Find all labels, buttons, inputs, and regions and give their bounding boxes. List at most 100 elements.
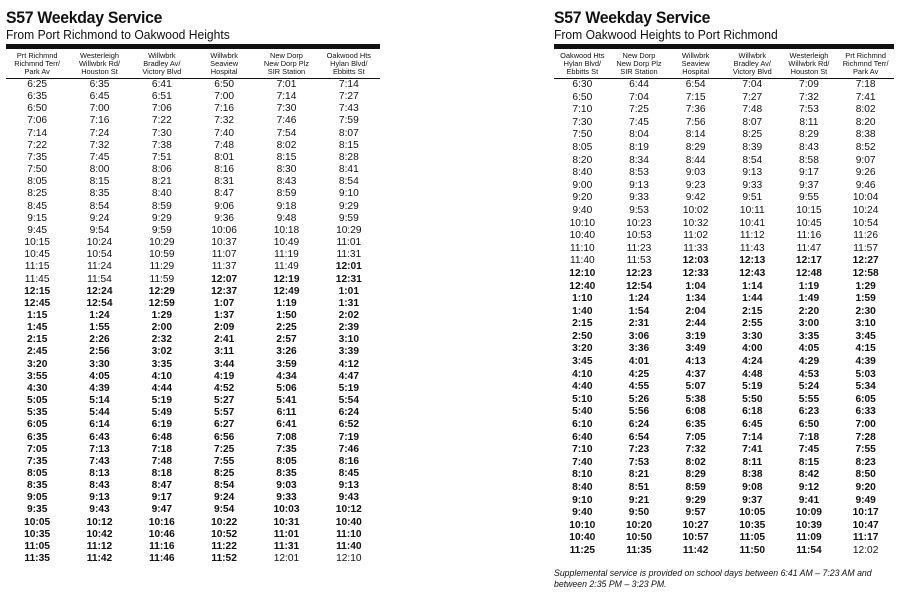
time-cell: 2:09 xyxy=(213,322,235,334)
time-cell: 12:15 xyxy=(24,285,51,297)
time-cell: 5:19 xyxy=(742,381,763,393)
time-cell: 4:34 xyxy=(276,370,297,382)
table-row: 10:05 10:12 10:16 10:22 10:31 10:40 xyxy=(6,517,380,529)
time-cell: 8:02 xyxy=(855,104,876,116)
time-cell: 8:50 xyxy=(855,469,876,481)
table-row: 11:15 11:24 11:29 11:37 11:49 12:01 xyxy=(6,261,380,273)
time-cell: 10:46 xyxy=(148,528,175,540)
time-cell: 8:25 xyxy=(742,129,763,141)
table-row: 6:40 6:54 7:05 7:14 7:18 7:28 xyxy=(554,432,894,445)
time-cell: 12:37 xyxy=(211,285,238,297)
time-cell: 4:24 xyxy=(742,356,763,368)
time-cell: 9:05 xyxy=(26,492,48,504)
time-cell: 5:40 xyxy=(572,406,593,418)
time-cell: 9:35 xyxy=(26,504,48,516)
time-cell: 7:05 xyxy=(685,431,706,443)
time-cell: 5:14 xyxy=(89,395,110,407)
time-cell: 8:07 xyxy=(742,116,763,128)
time-cell: 8:20 xyxy=(572,154,593,166)
time-cell: 10:18 xyxy=(273,224,300,236)
time-cell: 8:16 xyxy=(214,164,235,176)
time-cell: 2:45 xyxy=(26,346,48,358)
table-row: 2:15 2:26 2:32 2:41 2:57 3:10 xyxy=(6,334,380,346)
time-cell: 2:25 xyxy=(276,322,297,334)
time-cell: 7:36 xyxy=(685,104,706,116)
time-cell: 2:20 xyxy=(798,305,820,317)
time-cell: 8:31 xyxy=(214,176,235,188)
time-cell: 10:02 xyxy=(682,204,709,216)
table-row: 11:35 11:42 11:46 11:52 12:01 12:10 xyxy=(6,553,380,565)
time-cell: 11:25 xyxy=(569,544,596,556)
table-row: 12:10 12:23 12:33 12:43 12:48 12:58 xyxy=(554,268,894,281)
time-cell: 11:57 xyxy=(853,242,879,254)
time-cell: 7:00 xyxy=(214,91,235,103)
time-cell: 9:06 xyxy=(214,200,235,212)
time-cell: 3:20 xyxy=(572,343,593,355)
time-cell: 11:40 xyxy=(336,540,362,552)
time-cell: 7:30 xyxy=(276,103,297,115)
time-cell: 7:38 xyxy=(151,139,172,151)
time-cell: 4:52 xyxy=(213,382,235,394)
time-cell: 8:59 xyxy=(685,482,706,493)
column-header: New Dorp New Dorp Plz SIR Station xyxy=(255,49,318,79)
time-cell: 1:49 xyxy=(798,293,820,305)
time-cell: 11:37 xyxy=(211,261,237,273)
time-cell: 2:15 xyxy=(572,318,593,330)
time-cell: 3:36 xyxy=(628,343,650,355)
time-cell: 5:19 xyxy=(338,382,360,394)
time-cell: 3:10 xyxy=(855,318,876,330)
time-cell: 8:25 xyxy=(213,468,235,479)
time-cell: 7:16 xyxy=(214,103,235,115)
schedule-panel-port-richmond-to-oakwood: S57 Weekday Service From Port Richmond t… xyxy=(6,0,380,565)
table-row: 9:35 9:43 9:47 9:54 10:03 10:12 xyxy=(6,504,380,516)
schedule-title: S57 Weekday Service xyxy=(6,8,163,27)
time-cell: 9:13 xyxy=(629,179,649,191)
column-header-line: Houston St xyxy=(790,67,828,76)
time-cell: 11:52 xyxy=(211,553,237,565)
time-cell: 7:59 xyxy=(338,115,359,127)
table-row: 3:20 3:36 3:49 4:00 4:05 4:15 xyxy=(554,343,894,356)
time-cell: 2:02 xyxy=(338,309,360,321)
column-header-line: Victory Blvd xyxy=(142,67,182,76)
time-cell: 8:14 xyxy=(685,129,706,141)
table-row: 7:30 7:45 7:56 8:07 8:11 8:20 xyxy=(554,117,894,130)
time-cell: 4:55 xyxy=(628,381,650,393)
time-cell: 11:53 xyxy=(626,255,652,267)
time-cell: 7:04 xyxy=(742,79,763,90)
column-header-line: Seaview xyxy=(681,59,710,68)
time-cell: 8:47 xyxy=(214,188,235,200)
time-cell: 7:50 xyxy=(27,164,48,176)
time-cell: 9:17 xyxy=(799,167,819,179)
time-cell: 6:41 xyxy=(151,79,172,90)
time-cell: 10:24 xyxy=(852,204,879,216)
time-cell: 8:19 xyxy=(629,141,649,153)
time-cell: 12:54 xyxy=(86,297,113,309)
table-row: 8:20 8:34 8:44 8:54 8:58 9:07 xyxy=(554,155,894,168)
time-cell: 7:00 xyxy=(89,103,110,115)
time-cell: 3:55 xyxy=(26,370,48,382)
table-row: 3:55 4:05 4:10 4:19 4:34 4:47 xyxy=(6,371,380,383)
time-cell: 3:44 xyxy=(213,358,235,370)
time-cell: 11:01 xyxy=(273,528,300,540)
time-cell: 9:29 xyxy=(151,212,172,224)
column-header-line: Hospital xyxy=(682,67,709,76)
time-cell: 1:10 xyxy=(572,293,593,305)
time-cell: 10:20 xyxy=(625,519,653,531)
time-cell: 12:01 xyxy=(273,553,300,565)
time-cell: 6:10 xyxy=(572,419,593,431)
column-header-line: Willwbrk Rd/ xyxy=(788,59,830,68)
time-cell: 12:54 xyxy=(625,280,653,292)
time-cell: 9:57 xyxy=(685,507,706,519)
time-cell: 10:42 xyxy=(86,528,113,540)
time-cell: 5:03 xyxy=(855,368,876,380)
time-cell: 6:45 xyxy=(89,91,110,103)
time-cell: 4:15 xyxy=(855,343,876,355)
time-cell: 3:45 xyxy=(855,330,876,342)
table-row: 10:40 10:53 11:02 11:12 11:16 11:26 xyxy=(554,230,894,243)
time-cell: 1:14 xyxy=(742,280,763,292)
table-row: 10:15 10:24 10:29 10:37 10:49 11:01 xyxy=(6,237,380,249)
column-header-line: Victory Blvd xyxy=(732,67,772,76)
time-cell: 9:03 xyxy=(276,480,297,492)
time-cell: 11:42 xyxy=(86,553,113,565)
time-cell: 1:04 xyxy=(685,280,706,292)
